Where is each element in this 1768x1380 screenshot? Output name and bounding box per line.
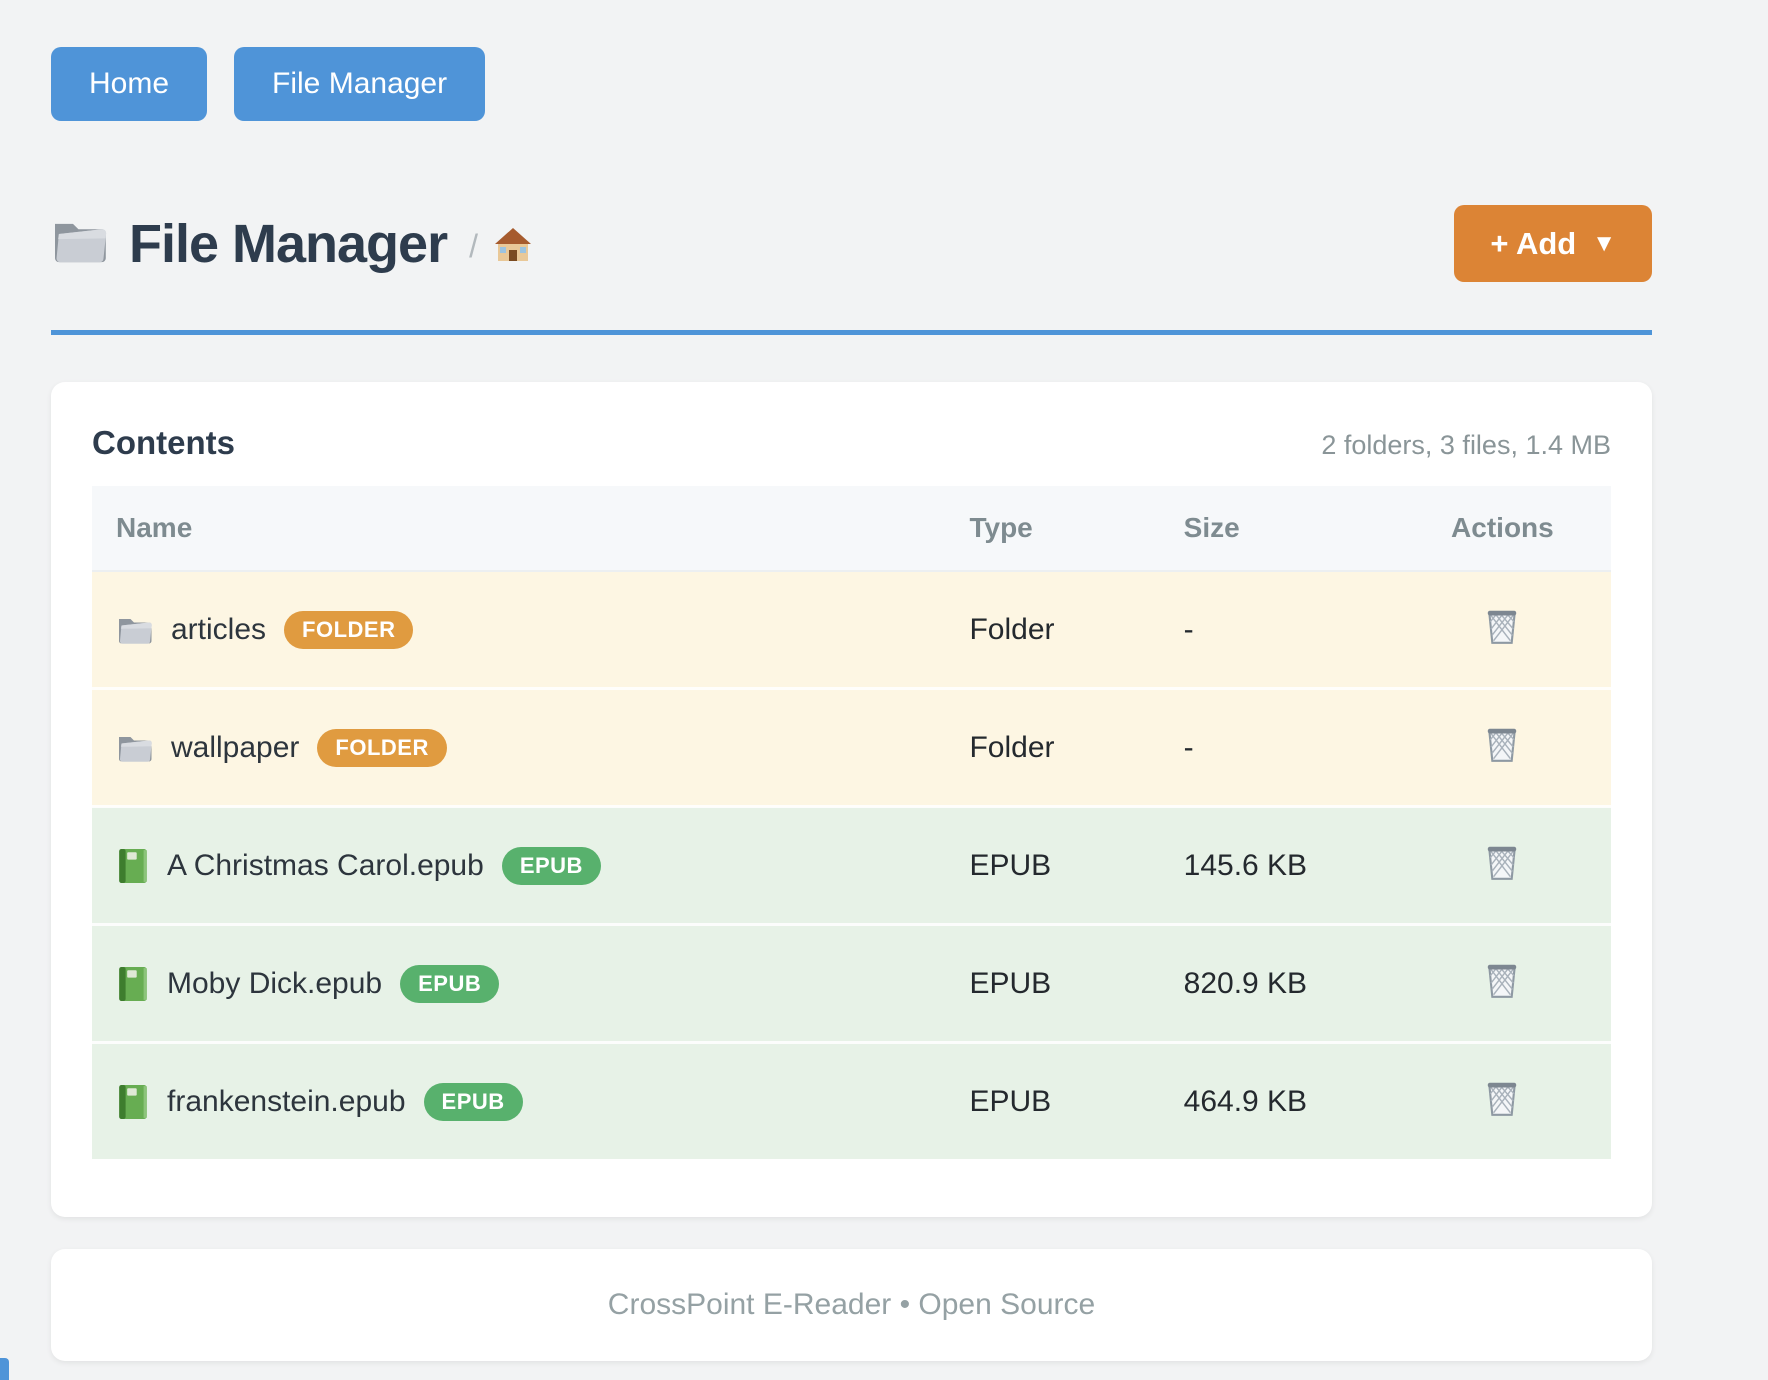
breadcrumb-separator: / [469,228,478,264]
footer-card: CrossPoint E-Reader • Open Source [51,1249,1652,1361]
wastebasket-icon [1484,1081,1520,1121]
type-value: Folder [969,730,1055,764]
green-book-icon [117,848,149,884]
wastebasket-icon [1484,845,1520,885]
delete-button[interactable] [1484,606,1520,646]
folder-icon [117,614,153,646]
top-nav: Home File Manager [51,47,1652,121]
table-row: Moby Dick.epub EPUB EPUB 820.9 KB [92,924,1611,1043]
size-value: 145.6 KB [1183,848,1308,882]
file-name-link[interactable]: wallpaper [171,730,300,764]
delete-button[interactable] [1484,1078,1520,1118]
delete-button[interactable] [1484,960,1520,1000]
wastebasket-icon [1484,963,1520,1003]
contents-title: Contents [92,424,235,461]
folder-icon [117,732,153,764]
title-group: File Manager / [51,213,532,275]
size-value: 464.9 KB [1183,1084,1308,1118]
type-badge: EPUB [423,1082,523,1121]
delete-button[interactable] [1484,842,1520,882]
wastebasket-icon [1484,727,1520,767]
column-header-actions: Actions [1393,486,1611,572]
wastebasket-icon [1484,609,1520,649]
page-title: File Manager [129,213,448,274]
column-header-name: Name [92,486,969,572]
table-row: A Christmas Carol.epub EPUB EPUB 145.6 K… [92,806,1611,925]
partially-visible-element [0,1358,9,1380]
file-table: Name Type Size Actions articles FOLDER [92,486,1611,1159]
type-badge: EPUB [400,964,500,1003]
size-value: 820.9 KB [1183,966,1308,1000]
table-row: frankenstein.epub EPUB EPUB 464.9 KB [92,1042,1611,1159]
footer-text: CrossPoint E-Reader • Open Source [607,1288,1096,1321]
table-header-row: Name Type Size Actions [92,486,1611,572]
add-button-label: + Add [1490,225,1577,261]
green-book-icon [117,966,149,1002]
caret-down-icon: ▼ [1592,229,1616,257]
column-header-size: Size [1182,486,1394,572]
green-book-icon [117,1084,149,1120]
file-name-link[interactable]: frankenstein.epub [167,1084,406,1118]
file-name-link[interactable]: A Christmas Carol.epub [167,848,484,882]
add-button[interactable]: + Add ▼ [1454,205,1652,282]
contents-summary: 2 folders, 3 files, 1.4 MB [1321,430,1611,460]
house-icon[interactable] [494,227,532,268]
type-badge: EPUB [501,846,601,885]
type-value: EPUB [969,848,1052,882]
header-divider [51,330,1652,335]
contents-card: Contents 2 folders, 3 files, 1.4 MB Name… [51,382,1652,1217]
table-row: articles FOLDER Folder - [92,571,1611,689]
size-value: - [1183,612,1194,646]
type-badge: FOLDER [317,728,447,767]
folder-icon [51,216,109,271]
nav-home-button[interactable]: Home [51,47,208,121]
type-value: EPUB [969,966,1052,1000]
page-container: Home File Manager File Manager / + Add ▼… [51,0,1652,1361]
table-row: wallpaper FOLDER Folder - [92,688,1611,807]
type-value: Folder [969,612,1055,646]
type-badge: FOLDER [284,610,414,649]
type-value: EPUB [969,1084,1052,1118]
size-value: - [1183,730,1194,764]
contents-card-header: Contents 2 folders, 3 files, 1.4 MB [92,424,1611,462]
page-header: File Manager / + Add ▼ [51,205,1652,282]
column-header-type: Type [968,486,1183,572]
nav-file-manager-button[interactable]: File Manager [234,47,486,121]
file-name-link[interactable]: articles [171,612,267,646]
file-name-link[interactable]: Moby Dick.epub [167,966,383,1000]
delete-button[interactable] [1484,724,1520,764]
